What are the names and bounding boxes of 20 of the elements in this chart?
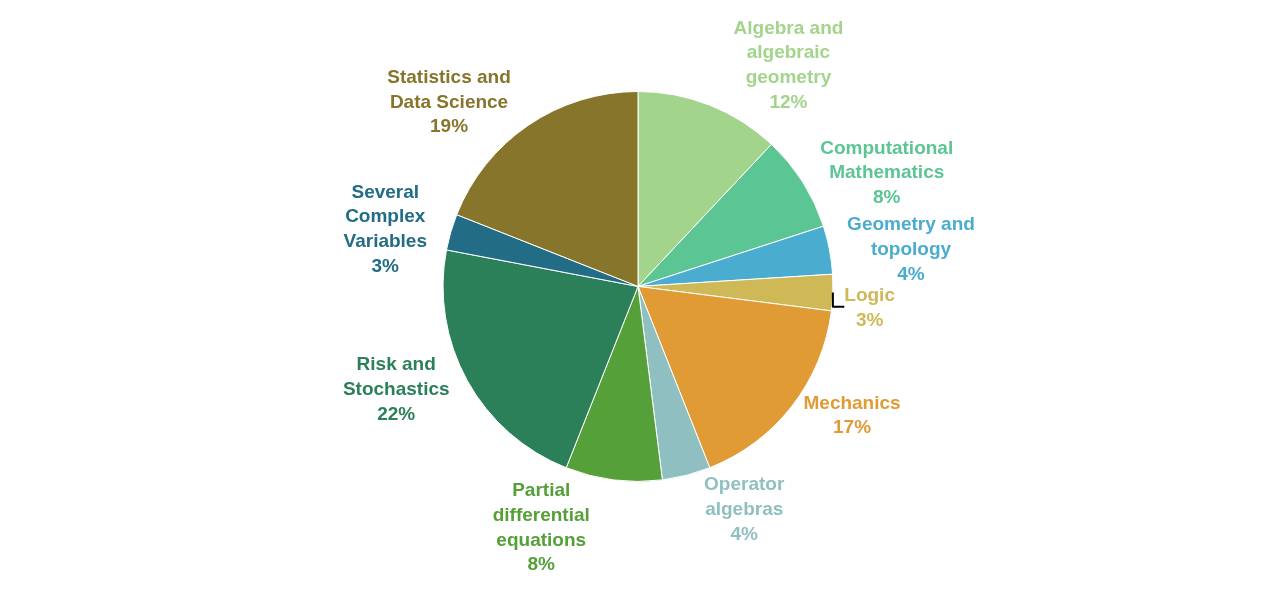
slice-label: Several Complex Variables: [343, 180, 427, 252]
slice-label: Partial differential equations: [492, 479, 590, 550]
slice-label: Statistics and Data Science: [387, 65, 511, 112]
data-label: 17%: [833, 416, 872, 438]
data-label: 19%: [430, 115, 469, 137]
slice-label: Computational Mathematics: [820, 136, 954, 183]
slice-label: Risk and Stochastics: [342, 353, 450, 400]
slice-label: Algebra and algebraic geometry: [733, 16, 844, 87]
slice-label: Geometry and topology: [847, 213, 975, 260]
data-label: 4%: [730, 522, 759, 544]
data-label: 3%: [371, 254, 400, 276]
data-label: 22%: [377, 402, 416, 424]
data-label: 3%: [855, 308, 884, 330]
data-label: 8%: [872, 186, 901, 208]
data-label: 12%: [769, 90, 808, 112]
data-label: 4%: [897, 262, 925, 284]
slice-label: Logic: [844, 283, 896, 305]
data-label: 8%: [527, 553, 556, 575]
slice-label: Operator algebras: [704, 473, 785, 519]
slice-label: Mechanics: [803, 391, 901, 413]
